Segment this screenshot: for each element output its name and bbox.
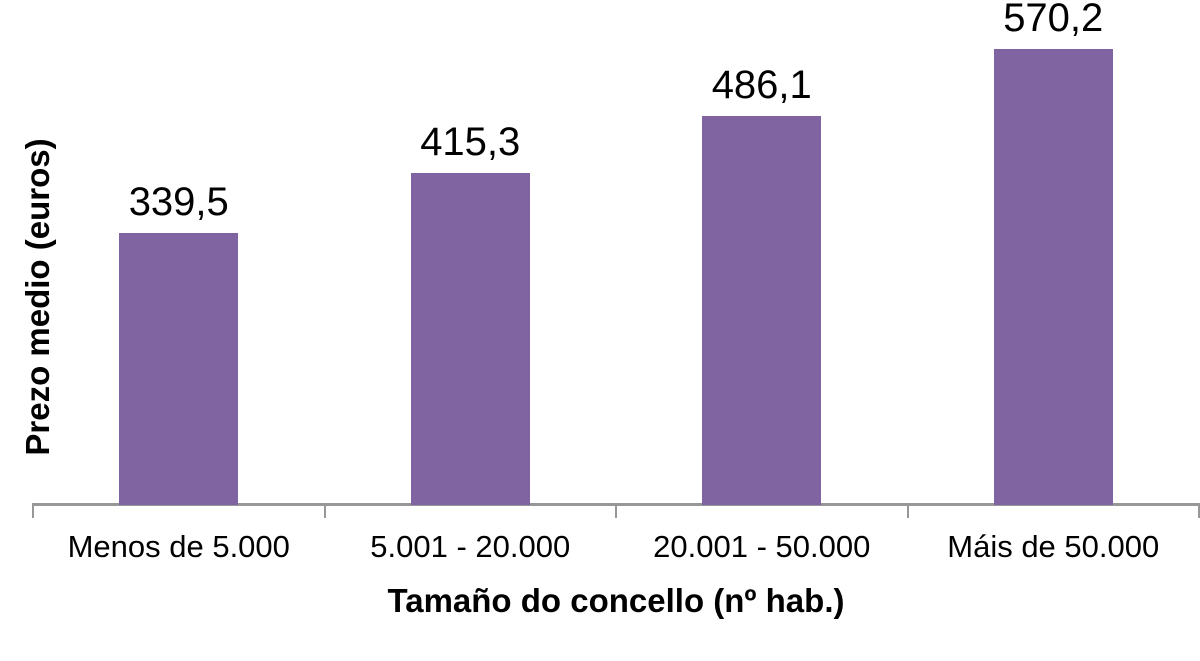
bar-3: [702, 116, 822, 505]
category-label-3: 20.001 - 50.000: [653, 529, 871, 564]
category-label-4: Máis de 50.000: [947, 529, 1160, 564]
category-label-2: 5.001 - 20.000: [370, 529, 571, 564]
value-label-2: 415,3: [420, 119, 521, 164]
x-axis-tick: [1198, 503, 1200, 518]
value-label-4: 570,2: [1003, 0, 1104, 40]
x-axis-tick: [323, 503, 326, 518]
category-label-1: Menos de 5.000: [67, 529, 290, 564]
x-axis-title: Tamaño do concello (nº hab.): [387, 582, 845, 619]
value-label-1: 339,5: [128, 180, 229, 225]
value-label-3: 486,1: [711, 63, 812, 108]
bar-2: [410, 172, 530, 505]
bar-1: [119, 233, 239, 505]
x-axis-tick: [906, 503, 909, 518]
bar-4: [993, 48, 1113, 505]
x-axis-tick: [32, 503, 34, 518]
x-axis-tick: [615, 503, 617, 518]
y-axis-title: Prezo medio (euros): [19, 138, 56, 456]
